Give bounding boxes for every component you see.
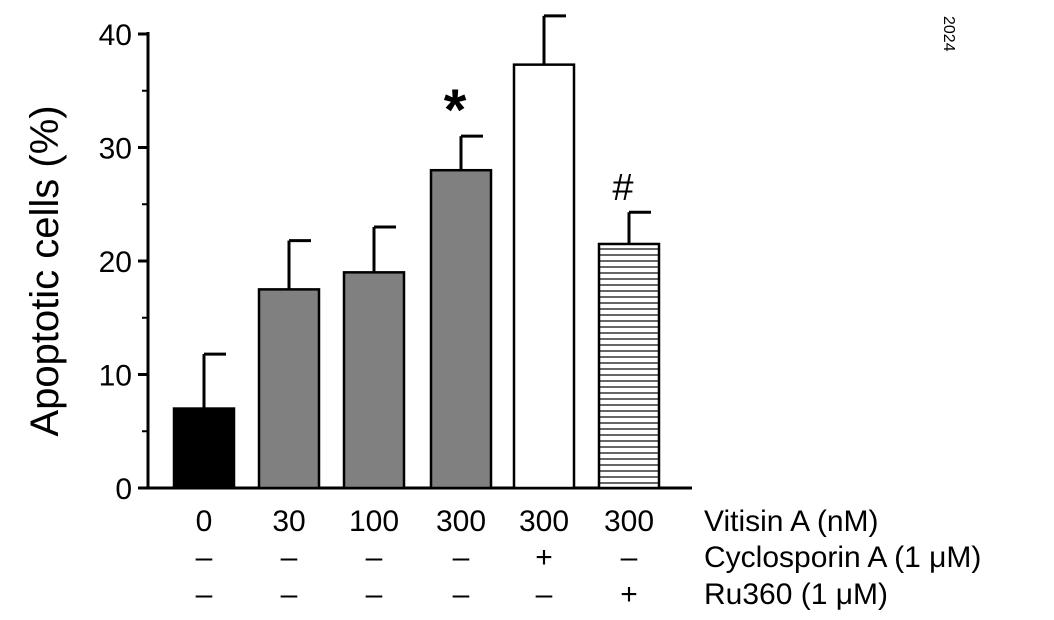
condition-row-label: Cyclosporin A (1 μM) bbox=[704, 541, 981, 574]
condition-value: + bbox=[535, 541, 553, 574]
bar bbox=[342, 271, 406, 490]
condition-value: – bbox=[366, 578, 383, 611]
bar bbox=[597, 242, 661, 490]
significance-marker: * bbox=[444, 78, 467, 143]
condition-value: – bbox=[196, 578, 213, 611]
y-tick-label: 30 bbox=[99, 133, 132, 166]
y-tick-label: 0 bbox=[115, 473, 132, 506]
y-tick-label: 10 bbox=[99, 360, 132, 393]
condition-value: – bbox=[281, 578, 298, 611]
condition-value: – bbox=[366, 541, 383, 574]
condition-value: – bbox=[281, 541, 298, 574]
y-tick-label: 40 bbox=[99, 19, 132, 52]
condition-value: 300 bbox=[519, 505, 569, 538]
bar bbox=[172, 407, 236, 490]
condition-value: – bbox=[536, 578, 553, 611]
bar bbox=[257, 288, 321, 490]
condition-value: 0 bbox=[196, 505, 213, 538]
condition-value: – bbox=[196, 541, 213, 574]
condition-value: 30 bbox=[272, 505, 305, 538]
y-tick-label: 20 bbox=[99, 246, 132, 279]
y-axis-label: Apoptotic cells (%) bbox=[23, 105, 67, 436]
condition-value: 300 bbox=[604, 505, 654, 538]
condition-value: 100 bbox=[349, 505, 399, 538]
significance-marker: # bbox=[612, 167, 633, 209]
condition-value: + bbox=[620, 578, 638, 611]
bar bbox=[429, 168, 493, 490]
condition-row-label: Vitisin A (nM) bbox=[704, 505, 879, 538]
side-text: 2024 bbox=[940, 16, 957, 52]
condition-value: – bbox=[453, 541, 470, 574]
condition-value: – bbox=[453, 578, 470, 611]
bar bbox=[512, 63, 576, 490]
condition-value: – bbox=[621, 541, 638, 574]
condition-value: 300 bbox=[436, 505, 486, 538]
condition-row-label: Ru360 (1 μM) bbox=[704, 578, 888, 611]
